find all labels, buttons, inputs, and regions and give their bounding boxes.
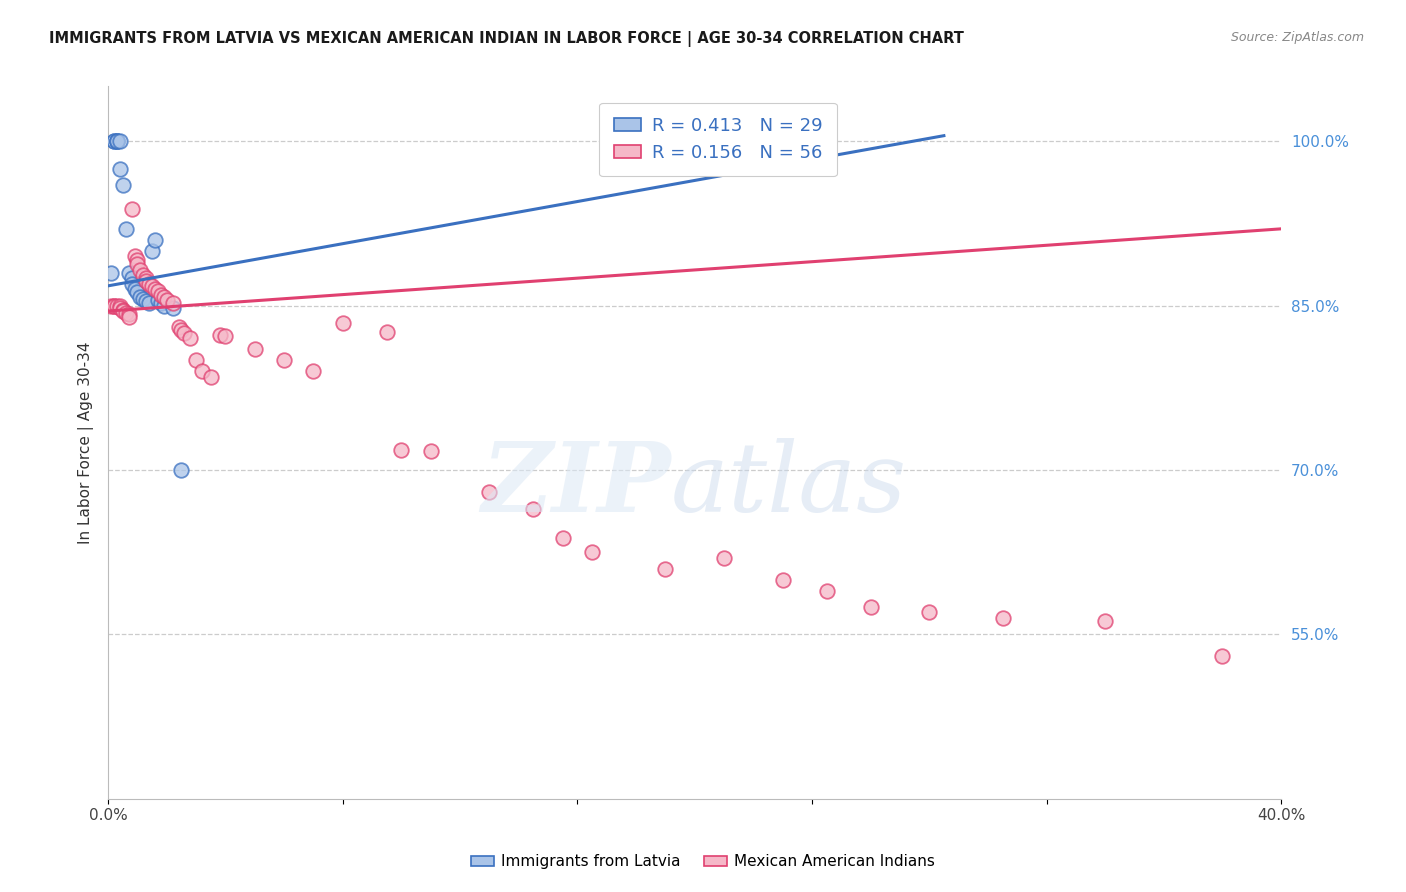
Point [105,299,128,313]
Point [184,353,207,368]
Point [127,257,149,271]
Point [302,364,325,378]
Point [129,263,152,277]
Point [132,268,155,282]
Point [138,296,160,310]
Point [114,306,136,320]
Point [727,134,749,148]
Point [1094,614,1116,628]
Point [859,599,882,614]
Point [105,134,128,148]
Text: Source: ZipAtlas.com: Source: ZipAtlas.com [1230,31,1364,45]
Point [149,296,172,310]
Point [108,161,131,176]
Point [375,325,398,339]
Point [156,293,179,307]
Point [103,299,125,313]
Point [118,310,141,324]
Point [100,299,122,313]
Point [121,202,143,216]
Point [191,364,214,378]
Point [991,611,1014,625]
Point [132,292,155,306]
Point [332,316,354,330]
Point [141,244,163,258]
Point [478,484,501,499]
Point [683,134,706,148]
Point [118,266,141,280]
Point [713,550,735,565]
Point [522,502,544,516]
Point [127,252,149,267]
Point [772,573,794,587]
Point [108,301,131,315]
Point [208,328,231,343]
Text: IMMIGRANTS FROM LATVIA VS MEXICAN AMERICAN INDIAN IN LABOR FORCE | AGE 30-34 COR: IMMIGRANTS FROM LATVIA VS MEXICAN AMERIC… [49,31,965,47]
Point [135,271,157,285]
Point [135,294,157,309]
Point [389,443,412,458]
Point [103,134,125,148]
Point [551,531,574,545]
Point [135,275,157,289]
Point [108,134,131,148]
Point [111,178,134,192]
Point [243,343,266,357]
Point [118,307,141,321]
Point [179,331,201,345]
Point [918,606,941,620]
Point [124,249,146,263]
Legend: Immigrants from Latvia, Mexican American Indians: Immigrants from Latvia, Mexican American… [465,848,941,875]
Point [103,299,125,313]
Point [121,277,143,291]
Y-axis label: In Labor Force | Age 30-34: In Labor Force | Age 30-34 [79,342,94,544]
Point [162,301,184,315]
Point [153,290,176,304]
Point [146,293,169,307]
Point [200,369,222,384]
Point [121,271,143,285]
Point [167,320,190,334]
Point [170,323,193,337]
Point [143,282,166,296]
Point [138,277,160,291]
Point [108,299,131,313]
Point [111,304,134,318]
Point [153,299,176,313]
Point [105,134,128,148]
Point [654,561,676,575]
Legend: R = 0.413   N = 29, R = 0.156   N = 56: R = 0.413 N = 29, R = 0.156 N = 56 [599,103,837,177]
Point [124,282,146,296]
Point [815,583,838,598]
Point [111,302,134,317]
Point [772,134,794,148]
Point [273,353,295,368]
Point [581,545,603,559]
Point [100,266,122,280]
Point [105,134,128,148]
Point [129,290,152,304]
Point [149,287,172,301]
Point [170,463,193,477]
Point [162,296,184,310]
Point [146,285,169,299]
Point [114,222,136,236]
Point [127,285,149,300]
Text: atlas: atlas [671,438,907,533]
Point [1211,649,1233,664]
Point [214,329,236,343]
Point [141,278,163,293]
Point [103,134,125,148]
Point [419,444,441,458]
Text: ZIP: ZIP [481,438,671,533]
Point [173,326,195,340]
Point [143,233,166,247]
